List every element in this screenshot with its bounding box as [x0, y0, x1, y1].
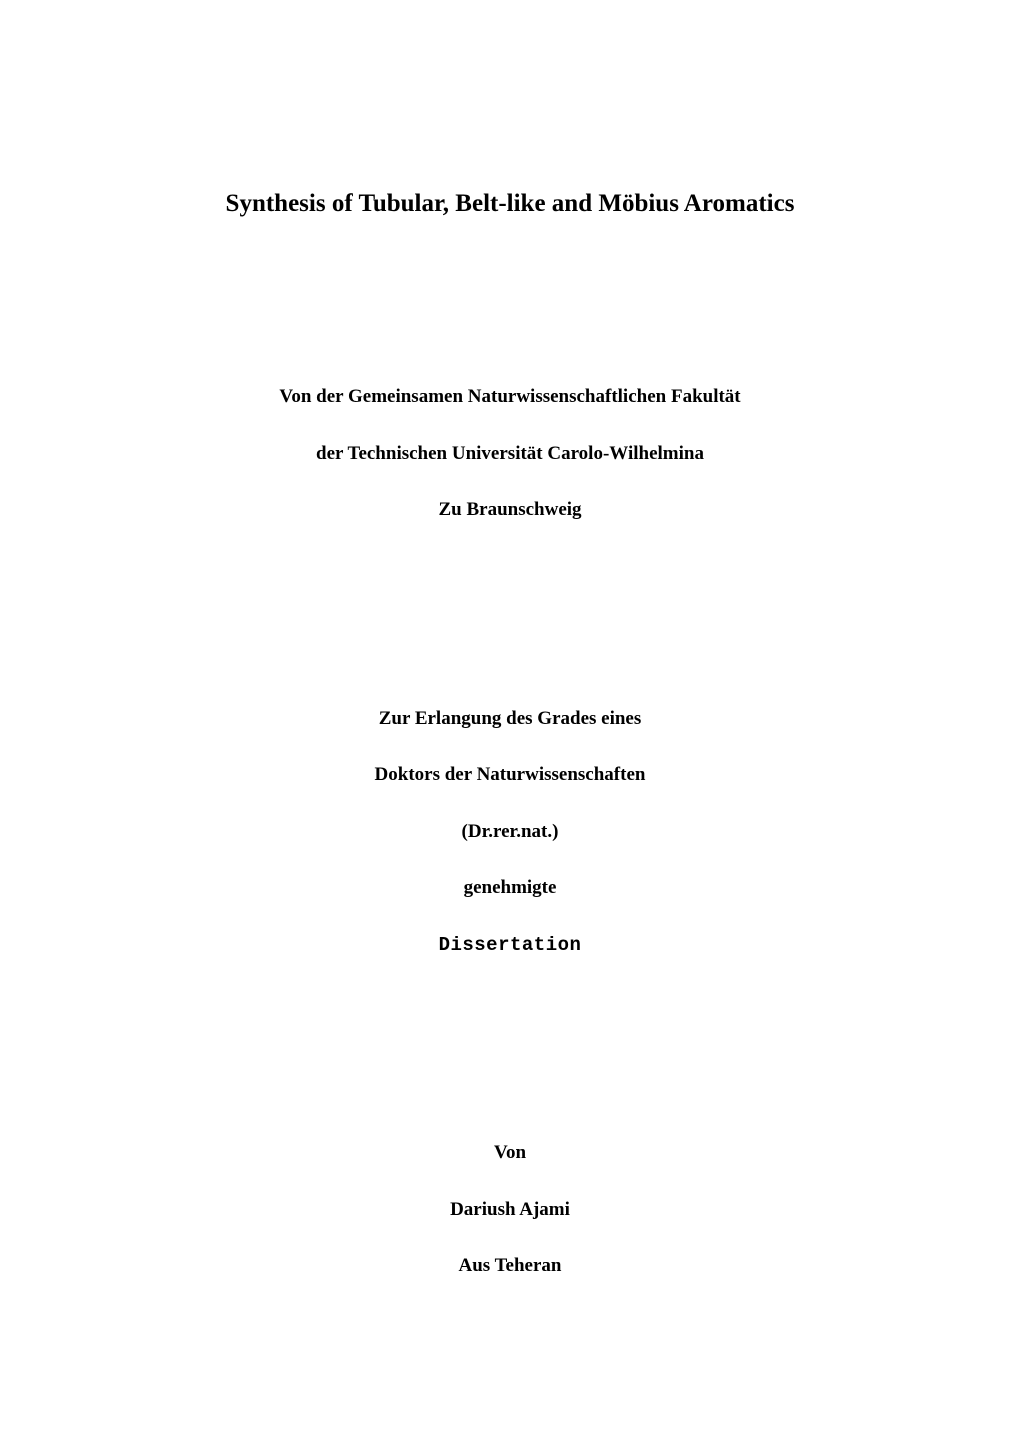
faculty-line-1: Von der Gemeinsamen Naturwissenschaftlic…: [130, 383, 890, 412]
author-name: Dariush Ajami: [130, 1196, 890, 1225]
author-block: Von Dariush Ajami Aus Teheran: [130, 1139, 890, 1281]
degree-line-2: Doktors der Naturwissenschaften: [130, 761, 890, 790]
dissertation-title: Synthesis of Tubular, Belt-like and Möbi…: [130, 190, 890, 218]
degree-block: Zur Erlangung des Grades eines Doktors d…: [130, 705, 890, 960]
degree-line-3: (Dr.rer.nat.): [130, 818, 890, 847]
author-von: Von: [130, 1139, 890, 1168]
title-page: Synthesis of Tubular, Belt-like and Möbi…: [0, 0, 1020, 1443]
degree-line-1: Zur Erlangung des Grades eines: [130, 705, 890, 734]
degree-line-4: genehmigte: [130, 874, 890, 903]
author-origin: Aus Teheran: [130, 1252, 890, 1281]
faculty-line-2: der Technischen Universität Carolo-Wilhe…: [130, 440, 890, 469]
faculty-block: Von der Gemeinsamen Naturwissenschaftlic…: [130, 383, 890, 525]
degree-line-dissertation: Dissertation: [130, 931, 890, 960]
faculty-line-3: Zu Braunschweig: [130, 496, 890, 525]
